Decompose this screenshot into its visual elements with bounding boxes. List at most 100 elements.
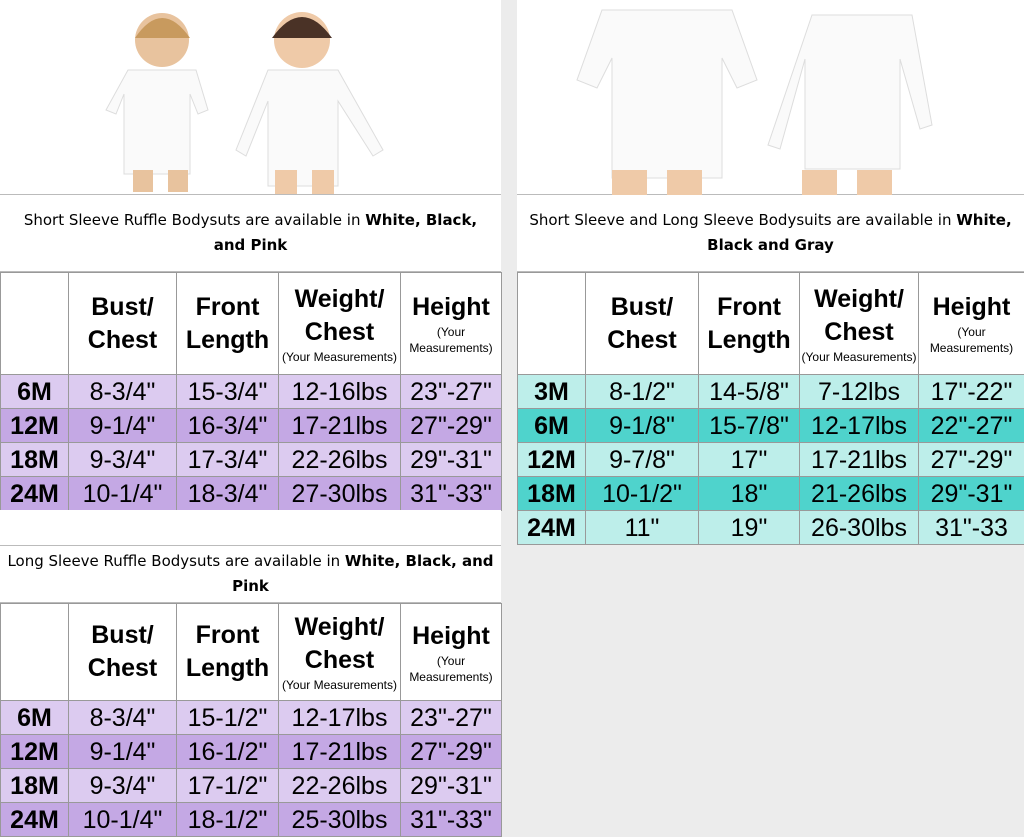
measurement-cell: 17-21lbs xyxy=(800,443,919,477)
measurement-cell: 16-3/4" xyxy=(177,409,279,443)
header-sublabel: (Your Measurements) xyxy=(279,349,400,365)
column-header: Height (Your Measurements) xyxy=(919,273,1024,375)
header-label: Bust/ Chest xyxy=(88,293,157,354)
size-cell: 18M xyxy=(1,769,69,803)
header-sublabel: (Your Measurements) xyxy=(279,677,400,693)
measurement-cell: 10-1/2" xyxy=(586,477,699,511)
measurement-cell: 29"-31" xyxy=(919,477,1024,511)
size-cell: 6M xyxy=(1,701,69,735)
measurement-cell: 18-3/4" xyxy=(177,477,279,511)
measurement-cell: 29"-31" xyxy=(401,443,502,477)
size-cell: 24M xyxy=(1,803,69,837)
header-label: Height xyxy=(933,293,1011,321)
header-sublabel: (Your Measurements) xyxy=(800,349,918,365)
measurement-cell: 9-1/4" xyxy=(69,409,177,443)
measurement-cell: 16-1/2" xyxy=(177,735,279,769)
header-label: Weight/ Chest xyxy=(295,285,385,346)
measurement-cell: 9-3/4" xyxy=(69,769,177,803)
measurement-cell: 10-1/4" xyxy=(69,803,177,837)
bodysuit-photo xyxy=(517,0,1024,195)
header-label: Height xyxy=(412,622,490,650)
measurement-cell: 9-3/4" xyxy=(69,443,177,477)
measurement-cell: 18" xyxy=(699,477,800,511)
header-row: Bust/ Chest Front Length Weight/ Chest (You… xyxy=(1,273,502,375)
long-sleeve-ruffle-size-table: Bust/ Chest Front Length Weight/ Chest (You… xyxy=(0,603,502,837)
measurement-cell: 9-1/8" xyxy=(586,409,699,443)
measurement-cell: 9-1/4" xyxy=(69,735,177,769)
size-cell: 12M xyxy=(518,443,586,477)
measurement-cell: 31"-33" xyxy=(401,477,502,511)
measurement-cell: 10-1/4" xyxy=(69,477,177,511)
header-sublabel: (Your Measurements) xyxy=(401,324,501,356)
column-header: Height (Your Measurements) xyxy=(401,273,502,375)
measurement-cell: 22-26lbs xyxy=(279,443,401,477)
measurement-cell: 15-3/4" xyxy=(177,375,279,409)
header-sublabel: (Your Measurements) xyxy=(919,324,1024,356)
baby-models-image xyxy=(517,0,1024,195)
measurement-cell: 17" xyxy=(699,443,800,477)
size-cell: 6M xyxy=(518,409,586,443)
measurement-cell: 26-30lbs xyxy=(800,511,919,545)
measurement-cell: 27-30lbs xyxy=(279,477,401,511)
column-header: Bust/ Chest xyxy=(69,273,177,375)
measurement-cell: 27"-29" xyxy=(401,409,502,443)
baby-models-image xyxy=(0,0,501,195)
short-sleeve-ruffle-caption: Short Sleeve Ruffle Bodysuts are availab… xyxy=(0,195,501,272)
column-header: Weight/ Chest (Your Measurements) xyxy=(279,273,401,375)
header-label: Bust/ Chest xyxy=(607,293,676,354)
measurement-cell: 22"-27" xyxy=(919,409,1024,443)
column-header: Front Length xyxy=(699,273,800,375)
measurement-cell: 15-7/8" xyxy=(699,409,800,443)
measurement-cell: 17-21lbs xyxy=(279,409,401,443)
measurement-cell: 19" xyxy=(699,511,800,545)
header-label: Weight/ Chest xyxy=(295,613,385,674)
column-header: Front Length xyxy=(177,604,279,701)
measurement-cell: 8-3/4" xyxy=(69,701,177,735)
measurement-cell: 25-30lbs xyxy=(279,803,401,837)
column-header: Bust/ Chest xyxy=(69,604,177,701)
long-sleeve-ruffle-caption: Long Sleeve Ruffle Bodysuts are availabl… xyxy=(0,545,501,603)
measurement-cell: 21-26lbs xyxy=(800,477,919,511)
measurement-cell: 29"-31" xyxy=(401,769,502,803)
header-sublabel: (Your Measurements) xyxy=(401,653,501,685)
measurement-cell: 31"-33 xyxy=(919,511,1024,545)
size-cell: 12M xyxy=(1,735,69,769)
column-header xyxy=(1,604,69,701)
header-label: Front Length xyxy=(707,293,790,354)
column-header: Weight/ Chest (Your Measurements) xyxy=(279,604,401,701)
measurement-cell: 23"-27" xyxy=(401,375,502,409)
column-header: Front Length xyxy=(177,273,279,375)
header-label: Front Length xyxy=(186,621,269,682)
column-header: Weight/ Chest(Your Measurements) xyxy=(800,273,919,375)
column-header xyxy=(518,273,586,375)
size-cell: 18M xyxy=(518,477,586,511)
measurement-cell: 7-12lbs xyxy=(800,375,919,409)
measurement-cell: 17-21lbs xyxy=(279,735,401,769)
measurement-cell: 14-5/8" xyxy=(699,375,800,409)
measurement-cell: 12-16lbs xyxy=(279,375,401,409)
measurement-cell: 12-17lbs xyxy=(800,409,919,443)
size-cell: 18M xyxy=(1,443,69,477)
header-label: Bust/ Chest xyxy=(88,621,157,682)
measurement-cell: 11" xyxy=(586,511,699,545)
measurement-cell: 8-1/2" xyxy=(586,375,699,409)
measurement-cell: 17"-22" xyxy=(919,375,1024,409)
left-panel: Short Sleeve Ruffle Bodysuts are availab… xyxy=(0,0,501,836)
column-header xyxy=(1,273,69,375)
measurement-cell: 12-17lbs xyxy=(279,701,401,735)
size-cell: 24M xyxy=(518,511,586,545)
measurement-cell: 9-7/8" xyxy=(586,443,699,477)
measurement-cell: 22-26lbs xyxy=(279,769,401,803)
header-label: Height xyxy=(412,293,490,321)
measurement-cell: 27"-29" xyxy=(401,735,502,769)
measurement-cell: 17-1/2" xyxy=(177,769,279,803)
